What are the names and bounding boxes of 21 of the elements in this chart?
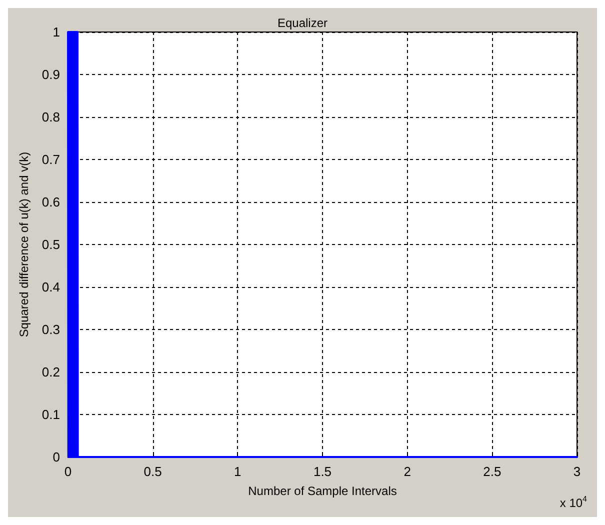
x-tick-label: 0.5 xyxy=(144,464,162,479)
x-tick-label: 2.5 xyxy=(483,464,502,479)
y-tick-label: 0.6 xyxy=(42,194,60,210)
y-tick-label: 1 xyxy=(52,24,60,40)
x-axis-title: Number of Sample Intervals xyxy=(248,484,397,498)
y-tick-label: 0 xyxy=(52,450,60,464)
x-tick-label: 0 xyxy=(64,464,72,479)
x-tick-label: 3 xyxy=(573,464,581,479)
y-tick-label: 0.9 xyxy=(42,67,60,82)
chart-title: Equalizer xyxy=(277,16,328,30)
y-tick-label: 0.1 xyxy=(42,407,60,422)
y-tick-label: 0.7 xyxy=(42,152,60,167)
x-tick-label: 1 xyxy=(234,464,242,479)
y-tick-label: 0.8 xyxy=(42,110,60,124)
x-tick-label: 2 xyxy=(404,464,411,479)
x-tick-label: 1.5 xyxy=(313,464,332,479)
y-tick-label: 0.2 xyxy=(42,364,60,380)
y-axis-title: Squared difference of u(k) and v(k) xyxy=(17,152,31,338)
y-tick-label: 0.3 xyxy=(42,322,60,337)
y-tick-label: 0.4 xyxy=(42,280,60,294)
y-tick-label: 0.5 xyxy=(42,237,60,252)
